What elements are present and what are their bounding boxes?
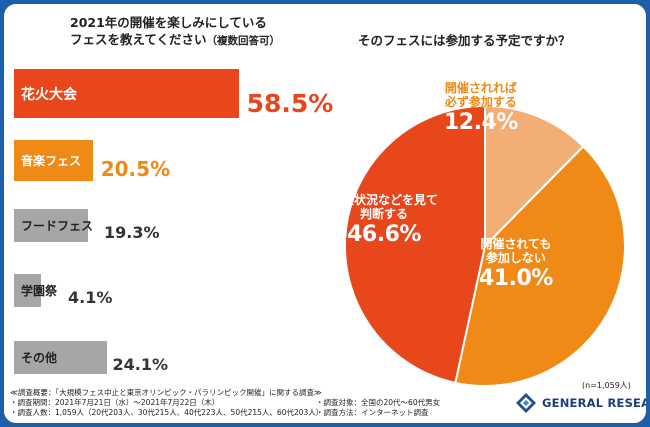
bar-row: 学園祭 4.1% (14, 274, 314, 307)
sample-size-note: (n=1,059人) (582, 381, 631, 390)
bar-value-label: 4.1% (68, 288, 113, 307)
bar-row: 音楽フェス 20.5% (14, 140, 314, 181)
bar (14, 274, 41, 307)
bar-category-label: 音楽フェス (21, 154, 82, 168)
logo-mark-icon (516, 393, 536, 413)
bar-value-label: 58.5% (246, 89, 334, 118)
bar-chart-title: 2021年の開催を楽しみにしている フェスを教えてください（複数回答可） (70, 14, 280, 50)
survey-target: ・調査対象：全国の20代～60代男女 ・調査方法：インターネット調査 (316, 398, 440, 418)
pie-slice-category: 開催されれば (444, 81, 517, 95)
pie-slice-label: 開催されれば 必ず参加する 12.4% (444, 81, 518, 135)
survey-summary-line: ≪調査概要：「大規模フェス中止と東京オリンピック・パラリンピック開催」に関する調… (10, 388, 322, 397)
pie-slice-value: 41.0% (479, 265, 553, 291)
bar-row: その他 24.1% (14, 341, 314, 374)
logo-text: GENERAL RESEARCH (542, 396, 646, 410)
bar-category-label: その他 (21, 351, 58, 365)
pie-chart (344, 104, 626, 387)
bar-row: フードフェス 19.3% (14, 209, 314, 242)
bar-chart-title-line-2: フェスを教えてください (70, 32, 207, 47)
bar-category-label: 花火大会 (21, 86, 77, 103)
pie-slice-category: 必ず参加する (444, 94, 517, 109)
bar-category-label: 学園祭 (21, 284, 58, 298)
pie-slice (344, 104, 486, 385)
pie-slice (484, 104, 585, 249)
bar-value-label: 24.1% (112, 355, 169, 374)
bar-value-label: 20.5% (100, 157, 171, 181)
pie-slice-label: 感染状況などを見て 判断する 46.6% (330, 193, 439, 247)
pie-slice (454, 144, 626, 387)
pie-slice-value: 46.6% (347, 221, 421, 247)
pie-slice-label: 開催されても 参加しない 41.0% (479, 237, 553, 291)
bar (14, 341, 107, 374)
bar (14, 209, 89, 242)
pie-slice-category: 参加しない (485, 250, 546, 265)
pie-chart-title: そのフェスには参加する予定ですか？ (358, 33, 571, 48)
pie-slice-category: 開催されても (480, 237, 552, 251)
survey-summary-line: ・調査対象：全国の20代～60代男女 (316, 398, 441, 407)
general-research-logo: GENERAL RESEARCH (515, 392, 646, 414)
pie-slice-category: 判断する (360, 206, 409, 221)
bar-chart-title-suffix: （複数回答可） (206, 35, 281, 47)
bar-value-label: 19.3% (104, 223, 160, 242)
pie-slice-value: 12.4% (444, 109, 518, 135)
bar-category-label: フードフェス (21, 219, 94, 233)
survey-summary: ≪調査概要：「大規模フェス中止と東京オリンピック・パラリンピック開催」に関する調… (10, 388, 323, 418)
survey-summary-line: ・調査方法：インターネット調査 (316, 408, 429, 417)
bar (14, 69, 239, 118)
bar-chart-title-line-1: 2021年の開催を楽しみにしている (70, 15, 267, 30)
pie-slice-category: 感染状況などを見て (330, 193, 439, 207)
survey-summary-line: ・調査期間：2021年7月21日（水）～2021年7月22日（木） (10, 398, 220, 407)
bar-row: 花火大会 58.5% (14, 69, 333, 118)
bar (14, 140, 93, 181)
survey-summary-line: ・調査人数：1,059人（20代203人、30代215人、40代223人、50代… (10, 408, 324, 417)
infographic-card: 2021年の開催を楽しみにしている フェスを教えてください（複数回答可） そのフ… (4, 4, 646, 423)
